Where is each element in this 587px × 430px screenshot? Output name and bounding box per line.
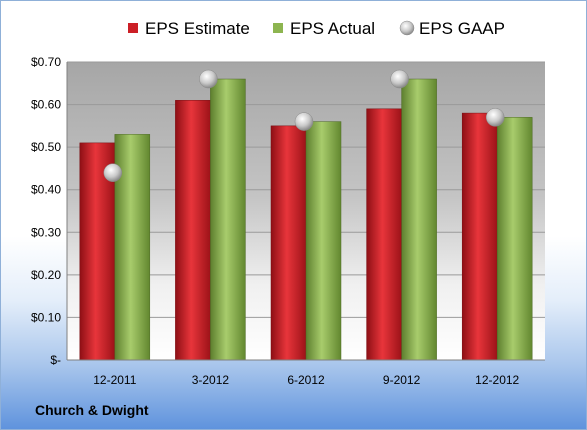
- legend: EPS Estimate EPS Actual EPS GAAP: [128, 19, 505, 38]
- x-tick-label: 3-2012: [192, 373, 230, 387]
- y-tick-label: $0.70: [31, 55, 61, 69]
- estimate-bar: [366, 108, 402, 361]
- x-tick-label: 12-2011: [93, 373, 136, 387]
- y-tick-label: $0.10: [31, 310, 61, 324]
- y-tick-label: $0.40: [31, 183, 61, 197]
- y-tick-label: $0.20: [31, 268, 61, 282]
- legend-swatch: [273, 23, 283, 33]
- gaap-marker: [294, 112, 314, 131]
- legend-label: EPS GAAP: [419, 19, 505, 38]
- x-tick-label: 6-2012: [287, 373, 325, 387]
- actual-bar: [496, 117, 533, 361]
- y-tick-label: $0.50: [31, 140, 61, 154]
- actual-bar: [401, 78, 437, 361]
- estimate-bar: [175, 100, 211, 361]
- gaap-marker: [485, 108, 505, 127]
- bars: [79, 78, 533, 361]
- legend-swatch: [128, 23, 138, 33]
- legend-swatch: [399, 20, 415, 36]
- estimate-bar: [270, 125, 307, 361]
- gaap-marker: [103, 163, 123, 182]
- legend-label: EPS Actual: [290, 19, 375, 38]
- x-tick-label: 12-2012: [475, 373, 519, 387]
- x-tick-label: 9-2012: [383, 373, 421, 387]
- y-tick-label: $0.30: [31, 225, 61, 239]
- y-tick-label: $0.60: [31, 98, 61, 112]
- gaap-markers: [103, 69, 505, 182]
- company-name: Church & Dwight: [35, 402, 149, 418]
- estimate-bar: [461, 112, 498, 361]
- actual-bar: [305, 121, 342, 361]
- y-tick-label: $-: [50, 353, 61, 367]
- gaap-marker: [390, 69, 409, 89]
- x-axis: 12-2011 3-2012 6-2012 9-2012 12-2012: [67, 359, 545, 387]
- gaap-marker: [199, 69, 218, 89]
- y-axis: $- $0.10 $0.20 $0.30 $0.40 $0.50 $0.60 $0.70: [31, 55, 68, 367]
- actual-bar: [210, 78, 246, 361]
- legend-label: EPS Estimate: [145, 19, 250, 38]
